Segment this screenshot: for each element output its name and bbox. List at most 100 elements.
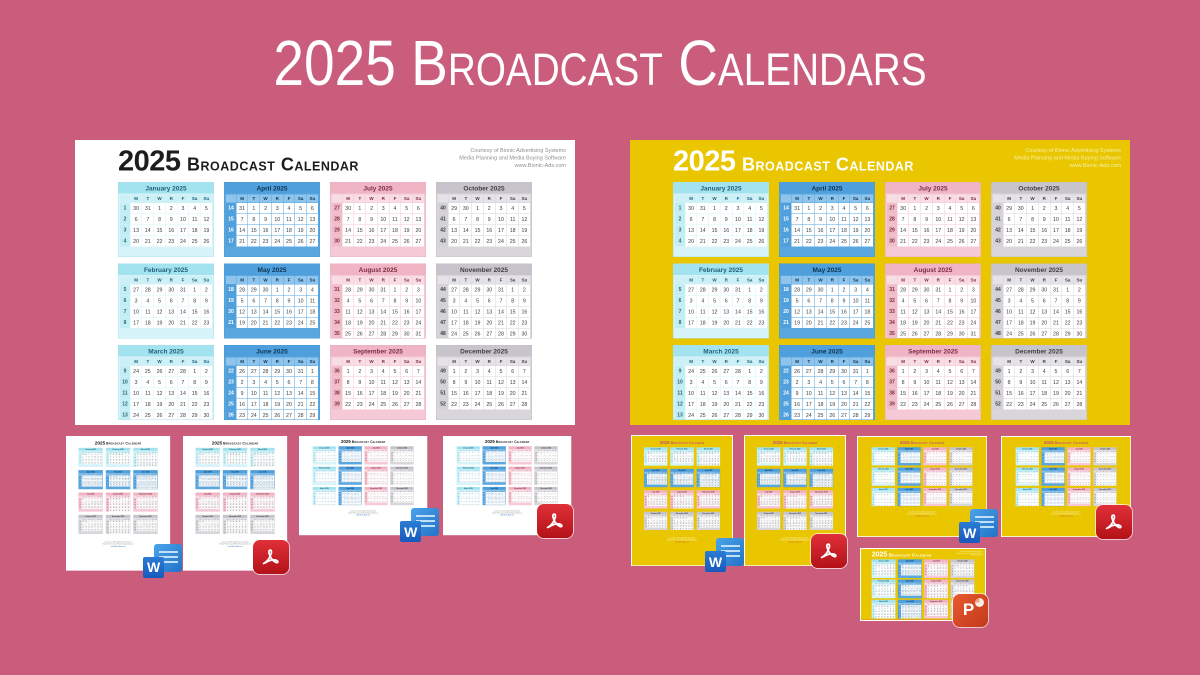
- date-cell: 4: [1062, 203, 1074, 214]
- date-cell: 5: [213, 497, 217, 501]
- date-cell: 25: [540, 482, 543, 485]
- date-cell: 26: [476, 459, 480, 462]
- date-cell: 6: [911, 495, 915, 499]
- date-cell: 4: [210, 497, 214, 501]
- broadcast-week-number: 24: [250, 481, 254, 484]
- day-of-week-header: M: [952, 470, 956, 473]
- date-cell: 30: [315, 451, 319, 454]
- date-cell: 25: [407, 459, 411, 462]
- day-of-week-header: R: [720, 194, 732, 203]
- date-cell: 27: [393, 471, 397, 475]
- date-cell: 17: [909, 457, 912, 461]
- day-of-week-header: T: [1015, 357, 1027, 366]
- date-cell: 7: [412, 366, 424, 377]
- month-title: April 2025: [757, 468, 781, 472]
- date-cell: 9: [652, 476, 656, 480]
- date-cell: 4: [803, 473, 807, 477]
- date-cell: 24: [259, 506, 263, 509]
- broadcast-week-number: 1: [644, 452, 647, 456]
- thumbnail-white-landscape-word[interactable]: 2025Broadcast Calendar January 2025 M T W R F S…: [299, 436, 440, 543]
- date-cell: 18: [511, 479, 515, 483]
- date-cell: 4: [708, 495, 712, 498]
- thumbnail-yellow-landscape-word[interactable]: 2025Broadcast Calendar January 2025 M T W R F S…: [858, 437, 999, 544]
- date-cell: 22: [189, 317, 201, 328]
- date-cell: 5: [259, 455, 263, 459]
- date-cell: 2: [702, 516, 706, 520]
- day-of-week-header: Su: [126, 450, 130, 454]
- date-cell: 16: [240, 503, 244, 507]
- date-cell: 16: [765, 500, 769, 504]
- date-cell: 21: [84, 528, 88, 532]
- day-of-week-header: Sa: [525, 469, 529, 472]
- date-cell: 28: [791, 284, 803, 295]
- date-cell: 1: [800, 452, 804, 456]
- broadcast-week-number: 48: [534, 482, 538, 485]
- date-cell: 24: [1050, 236, 1062, 247]
- broadcast-week-number: 36: [364, 492, 368, 495]
- day-of-week-header: R: [883, 490, 886, 493]
- date-cell: 11: [708, 519, 712, 523]
- broadcast-week-number: 42: [993, 225, 1003, 236]
- date-cell: 5: [909, 295, 921, 306]
- date-cell: 15: [354, 225, 366, 236]
- date-cell: 8: [234, 478, 238, 481]
- thumbnail-yellow-portrait-pdf[interactable]: 2025Broadcast Calendar January 2025 M T W R F S…: [745, 436, 848, 569]
- date-cell: 27: [537, 471, 541, 475]
- date-cell: 11: [708, 498, 712, 501]
- date-cell: 4: [708, 516, 712, 520]
- broadcast-week-number: 3: [78, 458, 82, 462]
- day-of-week-header: W: [259, 450, 263, 454]
- date-cell: 20: [130, 236, 142, 247]
- date-cell: 4: [145, 520, 149, 523]
- thumbnail-white-portrait-pdf[interactable]: 2025Broadcast Calendar January 2025 M T W R F S…: [183, 436, 290, 574]
- day-of-week-header: R: [519, 449, 523, 452]
- date-cell: 11: [673, 500, 677, 504]
- date-cell: 5: [705, 455, 709, 458]
- week-column-header: [483, 449, 486, 452]
- date-cell: 6: [708, 455, 712, 458]
- date-cell: 31: [327, 471, 330, 475]
- date-cell: 14: [295, 388, 307, 399]
- date-cell: 6: [711, 476, 714, 480]
- date-cell: 5: [229, 500, 232, 504]
- date-cell: 20: [468, 479, 471, 483]
- date-cell: 18: [507, 225, 519, 236]
- date-cell: 23: [370, 500, 374, 503]
- date-cell: 22: [488, 459, 492, 462]
- date-cell: 15: [201, 503, 205, 507]
- date-cell: 3: [259, 520, 263, 523]
- word-letter: W: [143, 556, 165, 578]
- date-cell: 22: [87, 528, 91, 532]
- date-cell: 18: [877, 480, 881, 484]
- date-cell: 29: [543, 471, 546, 475]
- date-cell: 13: [165, 388, 177, 399]
- month-title: January 2025: [757, 447, 781, 451]
- date-cell: 4: [367, 474, 371, 477]
- month-may-2025: May 2025 M T W R F Sa Su 18 28 29 30 1 2 3 4 19 5 6 7 8 9 10 11…: [482, 466, 506, 485]
- date-cell: 14: [177, 388, 189, 399]
- date-cell: 18: [1015, 317, 1027, 328]
- date-cell: 11: [658, 476, 662, 480]
- date-cell: 6: [952, 455, 956, 458]
- thumbnail-white-landscape-pdf[interactable]: 2025Broadcast Calendar January 2025 M T W R F S…: [443, 436, 574, 539]
- date-cell: 5: [792, 519, 795, 523]
- thumbnail-white-portrait-word[interactable]: 2025Broadcast Calendar January 2025 M T W R F S…: [66, 436, 183, 578]
- day-of-week-header: W: [115, 473, 118, 476]
- date-cell: 5: [548, 492, 552, 495]
- date-cell: 4: [491, 494, 494, 498]
- date-cell: 20: [821, 460, 825, 464]
- date-cell: 27: [1003, 284, 1015, 295]
- date-cell: 2: [204, 497, 208, 501]
- month-title: February 2025: [783, 447, 807, 451]
- date-cell: 21: [528, 497, 532, 500]
- date-cell: 14: [829, 498, 833, 501]
- broadcast-week-number: 17: [644, 481, 647, 485]
- courtesy-line: Courtesy of Bionic Advertising Systems: [781, 537, 809, 539]
- month-march-2025: March 2025 M T W R F Sa Su 9 24 25 26 27 28 1 2 10 3 4 5 6 7 8…: [809, 447, 834, 466]
- date-cell: 12: [880, 498, 884, 501]
- day-of-week-header: W: [652, 450, 656, 453]
- day-of-week-header: W: [705, 471, 709, 474]
- date-cell: 14: [647, 479, 650, 482]
- date-cell: 31: [151, 475, 155, 479]
- thumbnail-yellow-portrait-word[interactable]: 2025Broadcast Calendar January 2025 M T W R F S…: [632, 436, 745, 573]
